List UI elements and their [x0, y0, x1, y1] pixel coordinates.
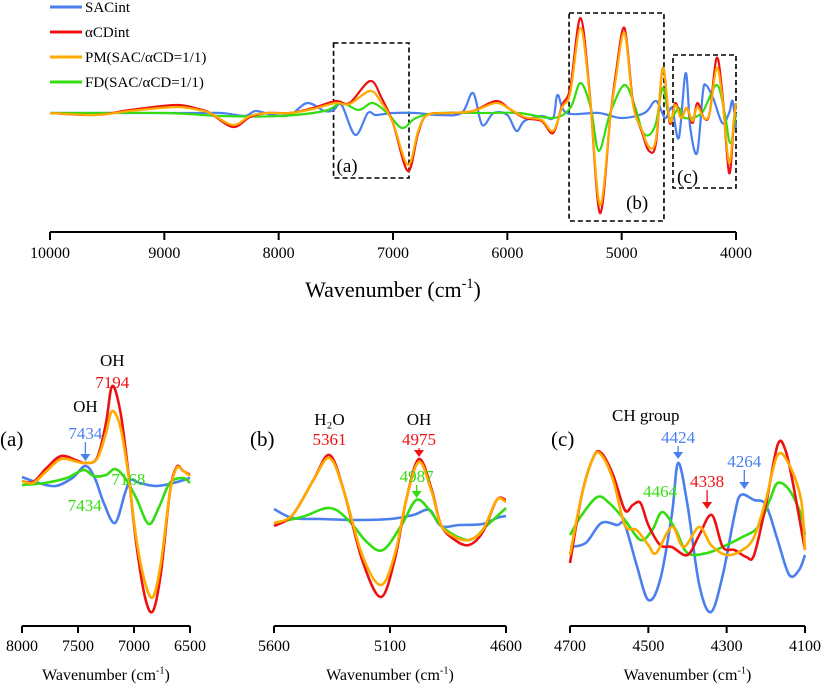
zoom-box-label: (a) — [337, 156, 358, 177]
x-axis-title-sup: -1 — [462, 276, 474, 292]
x-tick-label: 7000 — [118, 638, 150, 655]
x-tick-label: 10000 — [30, 245, 70, 262]
x-axis-title-sup: -1 — [156, 666, 165, 677]
x-tick-label: 4500 — [632, 638, 664, 655]
peak-annotation: OH — [73, 397, 98, 416]
peak-annotation: H₂O — [314, 410, 344, 429]
series-line-acdint — [21, 384, 191, 614]
x-axis-title-text: Wavenumber (cm — [305, 277, 461, 302]
legend-label-fd: FD(SAC/αCD=1/1) — [85, 75, 204, 91]
x-axis-title: Wavenumber (cm-1) — [624, 666, 752, 684]
x-axis-title: Wavenumber (cm-1) — [326, 666, 454, 684]
x-tick-label: 5600 — [258, 638, 290, 655]
x-tick-label: 4700 — [554, 638, 586, 655]
x-tick-label: 8000 — [263, 245, 295, 262]
peak-annotation: 4975 — [402, 430, 436, 449]
x-axis-title: Wavenumber (cm-1) — [42, 666, 170, 684]
peak-annotation: 7194 — [95, 373, 130, 392]
plot-c: 4700 4500 4300 4100 Wavenumber (cm-1) (c) CH g… — [551, 406, 821, 684]
x-tick-label: 8000 — [6, 638, 38, 655]
x-axis-title-end: ) — [746, 667, 751, 684]
peak-annotation: 7168 — [111, 470, 145, 489]
panel-title: CH group — [612, 406, 680, 425]
annotation-arrow-head — [673, 452, 684, 459]
x-axis-title-end: ) — [165, 667, 170, 684]
annotation-arrow-head — [414, 450, 424, 457]
x-tick-label: 6000 — [491, 245, 523, 262]
annotation-arrow-head — [80, 454, 91, 461]
x-tick-label: 4600 — [490, 638, 522, 655]
x-tick-label: 5000 — [606, 245, 638, 262]
series-line-sacint — [569, 461, 807, 614]
series-line-pm — [568, 450, 807, 557]
x-tick-label: 4300 — [711, 638, 743, 655]
peak-annotation: 4424 — [661, 428, 696, 447]
peak-annotation: 4338 — [690, 472, 724, 491]
x-tick-label: 9000 — [148, 245, 180, 262]
x-tick-label: 4000 — [720, 245, 752, 262]
legend: SACint αCDint PM(SAC/αCD=1/1) FD(SAC/αCD… — [50, 0, 206, 91]
x-axis-title-text: Wavenumber (cm — [326, 667, 440, 684]
x-tick-label: 5100 — [374, 638, 406, 655]
zoom-box-label: (c) — [677, 167, 698, 188]
zoom-box-label: (b) — [626, 193, 648, 214]
x-axis-title-sup: -1 — [440, 666, 449, 677]
legend-label-pm: PM(SAC/αCD=1/1) — [85, 50, 206, 66]
panel-label-a: (a) — [0, 427, 23, 451]
peak-annotation: OH — [407, 410, 432, 429]
series-line-sacint — [50, 71, 738, 156]
x-axis-title-sup: -1 — [737, 666, 746, 677]
series-line-acdint — [49, 16, 738, 215]
peak-annotation: 4987 — [400, 467, 435, 486]
series-line-pm — [49, 26, 738, 207]
panel-label-b: (b) — [250, 427, 275, 451]
peak-annotation: 4464 — [643, 482, 678, 501]
series-line-fd — [21, 467, 191, 526]
peak-annotation: OH — [100, 351, 125, 370]
plot-main: (a) (b) (c) 10000 9000 8000 7000 6000 5000 4000 Wa… — [30, 12, 752, 302]
x-axis-title-text: Wavenumber (cm — [624, 667, 738, 684]
annotation-arrow-head — [739, 482, 750, 489]
x-tick-label: 4100 — [789, 638, 821, 655]
legend-label-sacint: SACint — [85, 0, 131, 16]
peak-annotation: 7434 — [68, 496, 103, 515]
x-tick-label: 7000 — [377, 245, 409, 262]
legend-label-acdint: αCDint — [85, 25, 130, 41]
series-line-pm — [273, 456, 507, 587]
panel-label-c: (c) — [551, 427, 574, 451]
series-line-sacint — [273, 507, 507, 529]
x-tick-label: 7500 — [62, 638, 94, 655]
x-axis-title-end: ) — [474, 277, 481, 302]
series-line-fd — [568, 481, 807, 557]
peak-annotation: 4264 — [727, 452, 762, 471]
x-axis-title-text: Wavenumber (cm — [42, 667, 156, 684]
annotation-arrow-head — [411, 491, 422, 498]
series-line-sacint — [21, 464, 191, 525]
peak-annotation: 5361 — [312, 430, 346, 449]
x-tick-label: 6500 — [174, 638, 206, 655]
peak-annotation: 7434 — [68, 424, 103, 443]
x-axis-title-end: ) — [449, 667, 454, 684]
x-axis-title: Wavenumber (cm-1) — [305, 276, 481, 302]
annotation-arrow-head — [702, 502, 713, 509]
series-line-pm — [21, 409, 191, 600]
